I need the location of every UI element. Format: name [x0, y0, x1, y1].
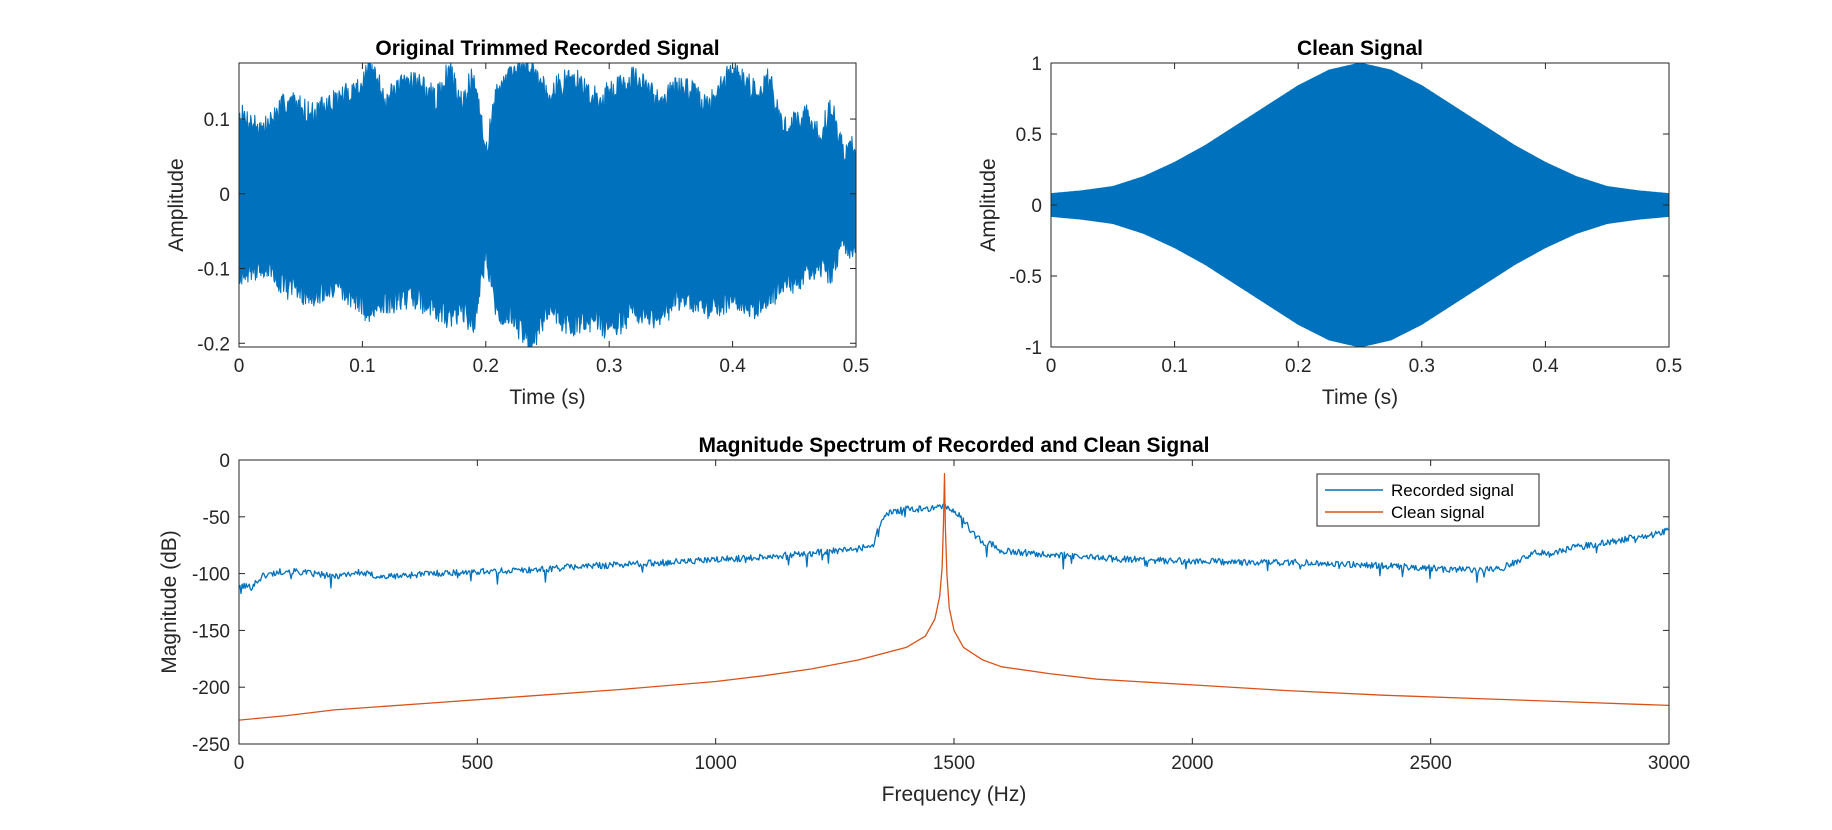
y-tick-label: -0.1 [197, 260, 230, 281]
y-axis-label: Amplitude [977, 158, 1000, 251]
y-tick-label: -100 [192, 565, 230, 586]
x-tick-label: 0.4 [1532, 356, 1559, 377]
y-tick-label: -150 [192, 621, 230, 642]
y-tick-label: 1 [1031, 54, 1042, 75]
legend-box [1316, 473, 1540, 527]
x-tick-label: 0 [234, 356, 245, 377]
y-axis-label: Magnitude (dB) [158, 530, 181, 674]
y-tick-label: 0 [219, 185, 230, 206]
x-axis-label: Frequency (Hz) [882, 783, 1027, 806]
x-tick-label: 2500 [1410, 753, 1452, 774]
axes-2: 0 0.1 0.2 0.3 0.4 0.5 -1 -0.5 0 0.5 1 Clean Signal T… [977, 37, 1682, 409]
y-tick-label: 0 [1031, 196, 1042, 217]
x-tick-label: 3000 [1648, 753, 1690, 774]
y-tick-label: 0.1 [204, 110, 230, 131]
x-axis-label: Time (s) [509, 386, 585, 409]
chart-title: Clean Signal [1297, 37, 1423, 60]
x-tick-label: 0 [1046, 356, 1057, 377]
x-tick-label: 1000 [695, 753, 737, 774]
signal-waveform [239, 63, 856, 347]
x-tick-label: 0.4 [719, 356, 746, 377]
x-tick-label: 1500 [933, 753, 975, 774]
x-tick-label: 0.1 [1161, 356, 1187, 377]
plot-lines [1051, 63, 1669, 347]
x-tick-label: 0.2 [473, 356, 499, 377]
x-tick-label: 0.3 [596, 356, 622, 377]
x-tick-label: 0.2 [1285, 356, 1311, 377]
plot-lines [239, 63, 856, 347]
chart-title: Magnitude Spectrum of Recorded and Clean… [698, 434, 1209, 457]
y-tick-label: -0.2 [197, 334, 230, 355]
x-tick-label: 500 [461, 753, 493, 774]
chart-title: Original Trimmed Recorded Signal [375, 37, 719, 60]
x-tick-label: 0.5 [843, 356, 869, 377]
x-tick-label: 0 [234, 753, 245, 774]
axes-1: 0 0.1 0.2 0.3 0.4 0.5 -0.2 -0.1 0 0.1 Original Tri… [165, 37, 869, 409]
y-axis-label: Amplitude [165, 158, 188, 251]
series-line-recorded [239, 502, 1669, 595]
x-tick-label: 0.1 [349, 356, 375, 377]
x-tick-label: 2000 [1171, 753, 1213, 774]
x-tick-label: 0.3 [1409, 356, 1435, 377]
y-tick-label: -0.5 [1009, 267, 1042, 288]
y-tick-label: 0.5 [1016, 125, 1042, 146]
axes-box [238, 62, 857, 348]
y-tick-label: -50 [203, 508, 230, 529]
legend-label: Clean signal [1391, 503, 1485, 522]
axes-3: 0 500 1000 1500 2000 2500 3000 -250 -200 -150 -100… [158, 434, 1690, 806]
legend: Recorded signal Clean signal [1316, 473, 1540, 527]
x-axis-label: Time (s) [1322, 386, 1398, 409]
y-tick-label: -1 [1025, 338, 1042, 359]
legend-label: Recorded signal [1391, 481, 1514, 500]
y-tick-label: 0 [219, 451, 230, 472]
signal-waveform [1051, 63, 1669, 347]
series-line-clean [239, 472, 1669, 721]
plot-lines [239, 472, 1669, 721]
x-tick-label: 0.5 [1656, 356, 1682, 377]
y-tick-label: -250 [192, 735, 230, 756]
y-tick-label: -200 [192, 678, 230, 699]
